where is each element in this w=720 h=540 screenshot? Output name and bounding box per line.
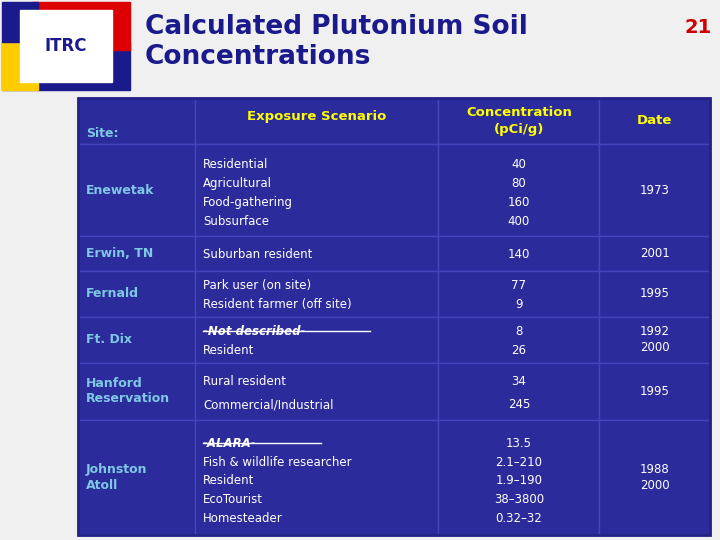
Bar bbox=[2, 2, 38, 42]
Text: 77: 77 bbox=[511, 279, 526, 292]
Text: Erwin, TN: Erwin, TN bbox=[86, 247, 153, 260]
Bar bbox=[78, 98, 195, 144]
Text: 1995: 1995 bbox=[640, 384, 670, 398]
Bar bbox=[78, 271, 195, 316]
Bar bbox=[20, 10, 112, 82]
Bar bbox=[195, 98, 438, 144]
Text: Concentration
(pCi/g): Concentration (pCi/g) bbox=[466, 106, 572, 136]
Text: Suburban resident: Suburban resident bbox=[203, 248, 312, 261]
Bar bbox=[599, 271, 710, 316]
Bar bbox=[438, 98, 599, 144]
Text: Food-gathering: Food-gathering bbox=[203, 195, 293, 208]
Text: Subsurface: Subsurface bbox=[203, 214, 269, 227]
Text: 80: 80 bbox=[511, 177, 526, 190]
Bar bbox=[599, 236, 710, 271]
Bar bbox=[438, 362, 599, 420]
Text: Johnston
Atoll: Johnston Atoll bbox=[86, 463, 148, 492]
Text: Hanford
Reservation: Hanford Reservation bbox=[86, 377, 170, 406]
Text: 34: 34 bbox=[511, 375, 526, 388]
Text: Date: Date bbox=[637, 114, 672, 127]
Bar bbox=[195, 316, 438, 362]
Text: Exposure Scenario: Exposure Scenario bbox=[247, 110, 386, 123]
Text: ITRC: ITRC bbox=[45, 37, 87, 55]
Text: 2001: 2001 bbox=[640, 247, 670, 260]
Text: Calculated Plutonium Soil
Concentrations: Calculated Plutonium Soil Concentrations bbox=[145, 14, 528, 71]
Text: Fish & wildlife researcher: Fish & wildlife researcher bbox=[203, 456, 351, 469]
Bar bbox=[195, 362, 438, 420]
Text: 1973: 1973 bbox=[640, 184, 670, 197]
Text: Resident: Resident bbox=[203, 475, 254, 488]
Bar bbox=[32, 2, 130, 50]
Bar bbox=[195, 271, 438, 316]
Text: Agricultural: Agricultural bbox=[203, 177, 272, 190]
Bar bbox=[599, 98, 710, 144]
Bar bbox=[195, 236, 438, 271]
Text: 9: 9 bbox=[515, 298, 523, 311]
Text: Fernald: Fernald bbox=[86, 287, 139, 300]
Bar bbox=[195, 144, 438, 236]
Text: 1988
2000: 1988 2000 bbox=[640, 463, 670, 492]
Bar bbox=[2, 42, 130, 90]
Text: -Not described-: -Not described- bbox=[203, 325, 305, 338]
Bar bbox=[195, 420, 438, 535]
Text: Homesteader: Homesteader bbox=[203, 512, 283, 525]
Text: 40: 40 bbox=[511, 158, 526, 171]
Text: EcoTourist: EcoTourist bbox=[203, 494, 263, 507]
Bar bbox=[438, 420, 599, 535]
Text: 1992
2000: 1992 2000 bbox=[639, 325, 670, 354]
Bar bbox=[438, 236, 599, 271]
Text: 26: 26 bbox=[511, 344, 526, 357]
Text: 21: 21 bbox=[685, 18, 712, 37]
Text: 1.9–190: 1.9–190 bbox=[495, 475, 542, 488]
Bar bbox=[2, 42, 38, 90]
Text: 38–3800: 38–3800 bbox=[494, 494, 544, 507]
Text: Enewetak: Enewetak bbox=[86, 184, 155, 197]
Text: Ft. Dix: Ft. Dix bbox=[86, 333, 132, 346]
Text: 245: 245 bbox=[508, 399, 530, 411]
Bar bbox=[78, 362, 195, 420]
Text: Rural resident: Rural resident bbox=[203, 375, 286, 388]
Bar bbox=[78, 236, 195, 271]
Text: 0.32–32: 0.32–32 bbox=[495, 512, 542, 525]
Bar bbox=[78, 420, 195, 535]
Bar bbox=[599, 144, 710, 236]
Bar bbox=[438, 271, 599, 316]
Text: -ALARA-: -ALARA- bbox=[203, 437, 256, 450]
Bar bbox=[599, 316, 710, 362]
Bar bbox=[438, 316, 599, 362]
Text: 160: 160 bbox=[508, 195, 530, 208]
Bar bbox=[78, 144, 195, 236]
Bar bbox=[599, 420, 710, 535]
Text: Site:: Site: bbox=[86, 127, 119, 140]
Text: 2.1–210: 2.1–210 bbox=[495, 456, 542, 469]
Text: Park user (on site): Park user (on site) bbox=[203, 279, 311, 292]
Text: 8: 8 bbox=[515, 325, 523, 338]
Bar bbox=[438, 144, 599, 236]
Bar bbox=[78, 316, 195, 362]
Bar bbox=[78, 98, 710, 535]
Text: Resident: Resident bbox=[203, 344, 254, 357]
Text: 140: 140 bbox=[508, 248, 530, 261]
Text: Residential: Residential bbox=[203, 158, 269, 171]
Text: 1995: 1995 bbox=[640, 287, 670, 300]
Text: 13.5: 13.5 bbox=[506, 437, 532, 450]
Text: Resident farmer (off site): Resident farmer (off site) bbox=[203, 298, 351, 311]
Bar bbox=[599, 362, 710, 420]
Text: 400: 400 bbox=[508, 214, 530, 227]
Text: Commercial/Industrial: Commercial/Industrial bbox=[203, 399, 333, 411]
